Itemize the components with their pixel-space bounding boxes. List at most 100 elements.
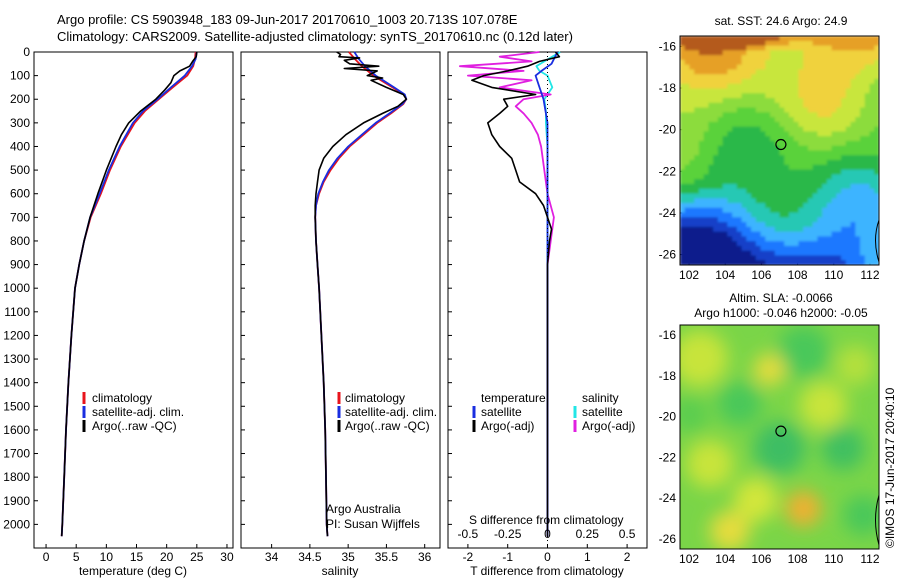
heatmap-cell (793, 117, 799, 123)
heatmap-cell (817, 78, 823, 85)
heatmap-cell (717, 59, 724, 66)
heatmap-cell (698, 131, 705, 137)
heatmap-cell (788, 245, 795, 252)
heatmap-cell (817, 150, 823, 156)
heatmap-cell (831, 245, 837, 252)
heatmap-cell (732, 155, 738, 161)
heatmap-cell (680, 69, 686, 75)
heatmap-cell (751, 198, 757, 204)
heatmap-cell (741, 236, 747, 242)
heatmap-cell (689, 169, 695, 175)
heatmap-cell (741, 69, 747, 75)
heatmap-cell (798, 193, 804, 199)
heatmap-cell (708, 183, 714, 190)
heatmap-cell (864, 102, 870, 108)
heatmap-cell (788, 260, 795, 265)
heatmap-cell (874, 202, 879, 209)
heatmap-cell (864, 255, 870, 261)
heatmap-cell (703, 140, 709, 147)
heatmap-cell (793, 255, 799, 261)
heatmap-cell (751, 78, 757, 85)
y-tick-label: 400 (10, 139, 30, 153)
heatmap-cell (770, 131, 776, 137)
heatmap-cell (784, 59, 790, 66)
heatmap-cell (807, 160, 814, 166)
heatmap-cell (751, 145, 757, 151)
heatmap-cell (860, 164, 866, 170)
heatmap-cell (694, 98, 700, 104)
heatmap-cell (746, 217, 752, 223)
heatmap-cell (798, 160, 804, 166)
heatmap-cell (836, 40, 842, 46)
heatmap-cell (713, 241, 719, 247)
heatmap-cell (836, 226, 842, 232)
heatmap-cell (822, 117, 828, 123)
heatmap-cell (841, 155, 847, 161)
heatmap-cell (755, 250, 761, 256)
heatmap-cell (774, 207, 780, 213)
sla-heatmap-cells (680, 325, 879, 549)
heatmap-cell (850, 40, 856, 46)
heatmap-cell (713, 222, 719, 228)
heatmap-cell (822, 140, 828, 147)
heatmap-cell (845, 98, 851, 104)
heatmap-cell (727, 64, 733, 70)
heatmap-cell (746, 140, 752, 147)
heatmap-cell (826, 55, 833, 61)
heatmap-cell (722, 236, 728, 242)
heatmap-cell (751, 169, 757, 175)
heatmap-cell (703, 255, 709, 261)
heatmap-cell (703, 260, 709, 265)
heatmap-cell (836, 59, 842, 66)
heatmap-cell (841, 64, 847, 70)
heatmap-cell (860, 188, 866, 194)
heatmap-cell (698, 260, 705, 265)
heatmap-cell (770, 140, 776, 147)
heatmap-cell (850, 150, 856, 156)
heatmap-cell (765, 193, 771, 199)
heatmap-cell (698, 160, 705, 166)
heatmap-cell (736, 212, 742, 218)
heatmap-cell (684, 245, 690, 252)
heatmap-cell (713, 55, 719, 61)
heatmap-cell (831, 136, 837, 142)
heatmap-cell (727, 102, 733, 108)
heatmap-cell (845, 179, 851, 185)
heatmap-cell (803, 59, 809, 66)
heatmap-cell (717, 245, 724, 252)
heatmap-cell (860, 45, 866, 51)
heatmap-cell (850, 140, 856, 147)
heatmap-cell (784, 217, 790, 223)
heatmap-cell (831, 36, 837, 42)
heatmap-cell (684, 207, 690, 213)
heatmap-cell (732, 59, 738, 66)
heatmap-cell (770, 217, 776, 223)
heatmap-cell (736, 55, 742, 61)
heatmap-cell (850, 126, 856, 132)
heatmap-cell (869, 193, 875, 199)
heatmap-cell (850, 217, 856, 223)
heatmap-cell (869, 245, 875, 252)
heatmap-cell (774, 226, 780, 232)
heatmap-cell (822, 150, 828, 156)
heatmap-cell (831, 188, 837, 194)
map-x-tick-label: 108 (788, 268, 808, 282)
heatmap-cell (836, 55, 842, 61)
heatmap-blob (680, 330, 728, 387)
heatmap-cell (680, 117, 686, 123)
legend-title-salinity: salinity (582, 391, 619, 405)
heatmap-cell (703, 131, 709, 137)
heatmap-cell (684, 164, 690, 170)
heatmap-cell (850, 245, 856, 252)
heatmap-cell (841, 250, 847, 256)
heatmap-cell (727, 78, 733, 85)
heatmap-cell (784, 140, 790, 147)
heatmap-cell (812, 83, 818, 89)
heatmap-cell (831, 202, 837, 209)
heatmap-cell (874, 174, 879, 180)
heatmap-cell (694, 245, 700, 252)
heatmap-cell (713, 207, 719, 213)
heatmap-cell (817, 155, 823, 161)
heatmap-cell (708, 50, 714, 56)
heatmap-cell (684, 83, 690, 89)
